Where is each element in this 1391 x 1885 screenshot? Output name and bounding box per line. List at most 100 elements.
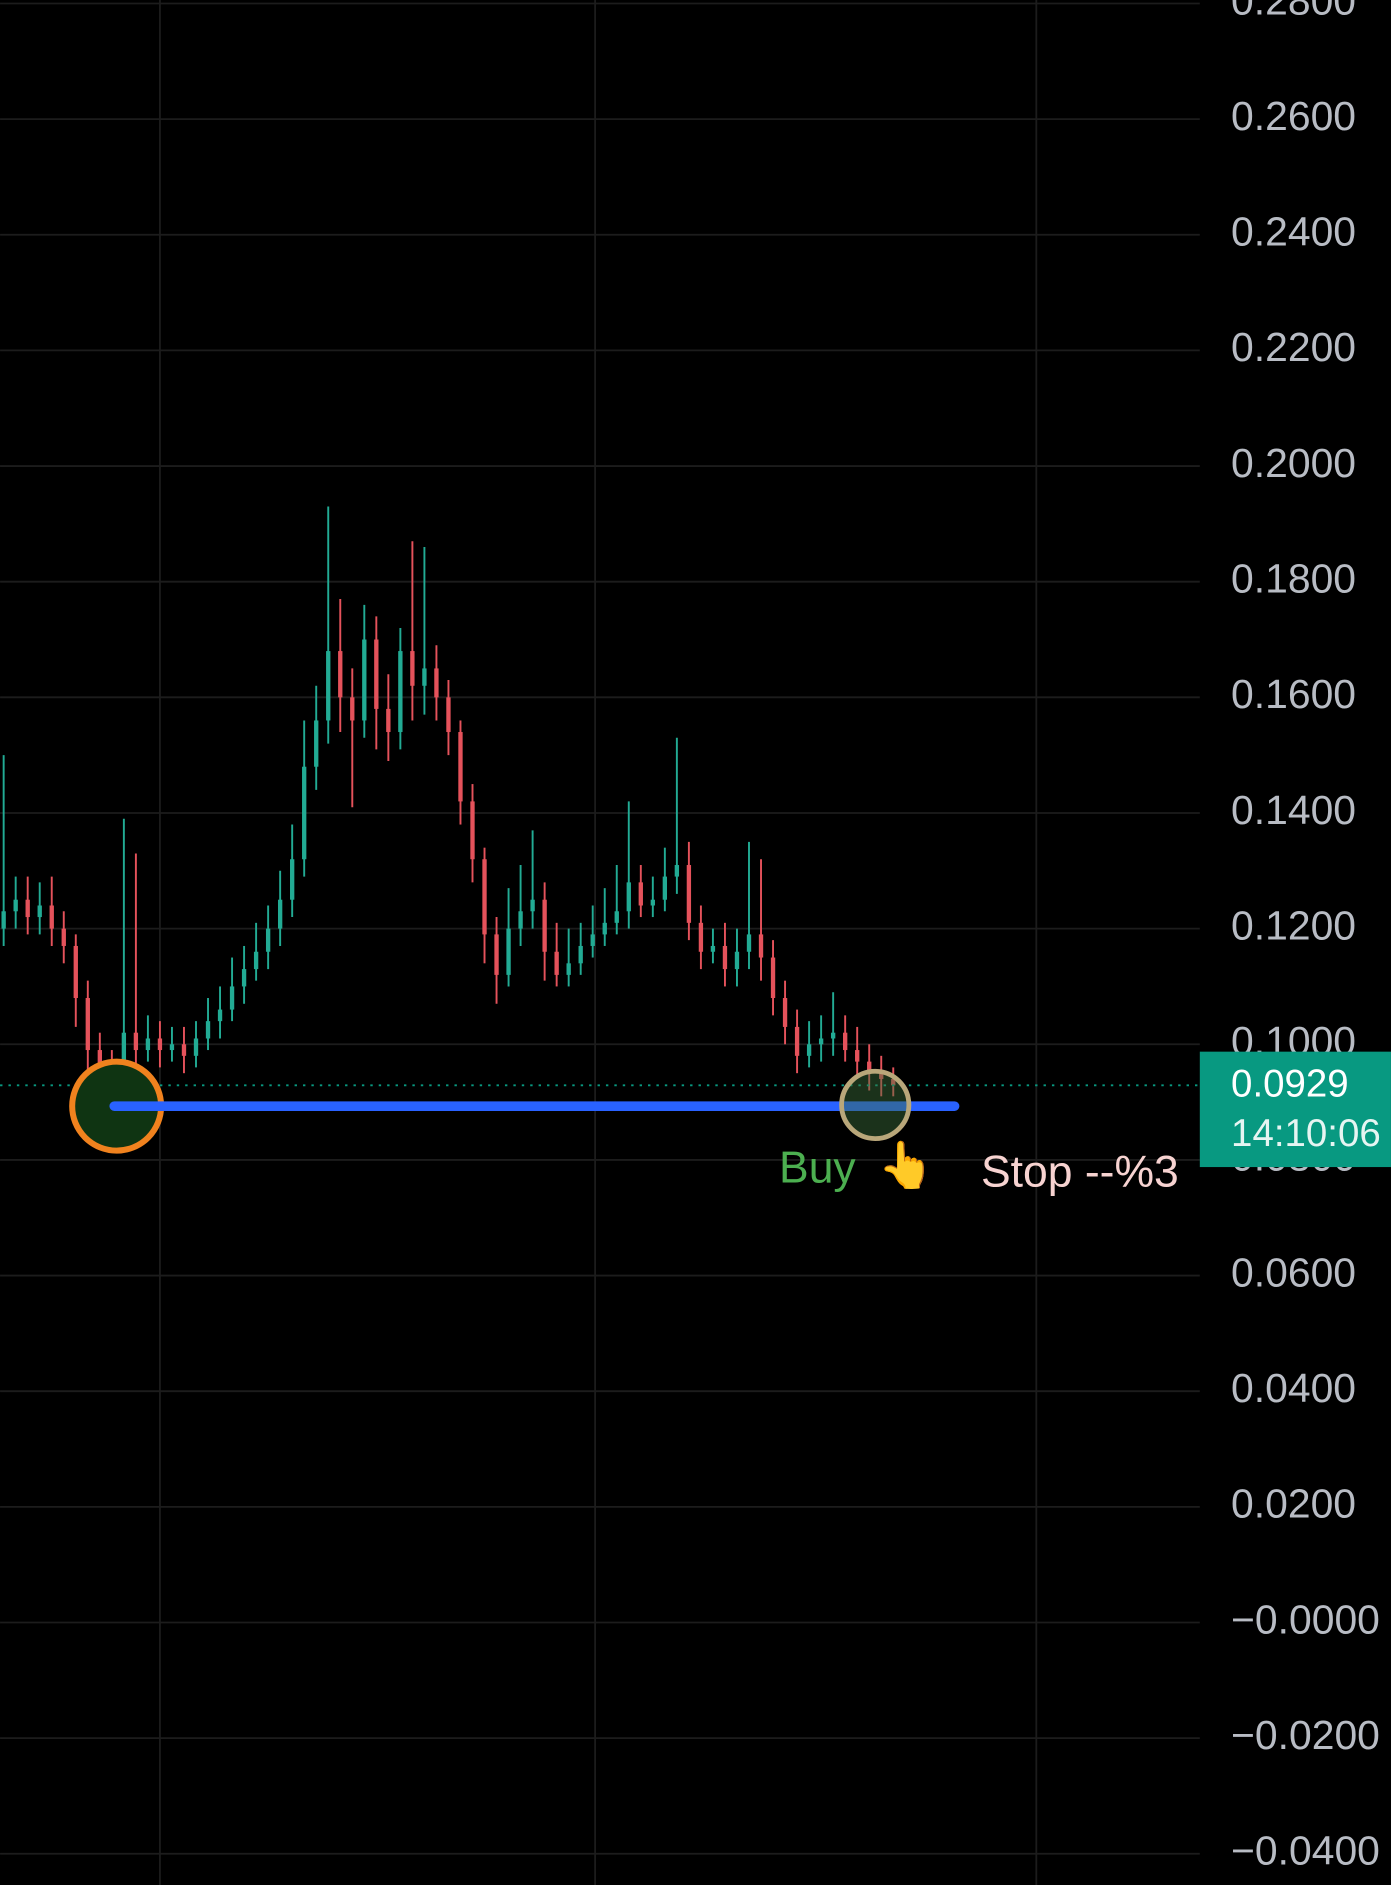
candle-body xyxy=(362,639,367,721)
y-tick-label: 0.1800 xyxy=(1231,555,1356,601)
candle-body xyxy=(121,1032,127,1079)
candle-body xyxy=(157,1038,163,1051)
candle-body xyxy=(770,957,776,999)
candle-body xyxy=(818,1038,824,1045)
y-tick-label: 0.1200 xyxy=(1231,902,1356,948)
candle-body xyxy=(133,1032,139,1051)
candle-body xyxy=(398,651,403,733)
candle-body xyxy=(265,928,271,952)
candle-body xyxy=(410,651,415,686)
candle-body xyxy=(566,963,571,975)
buy-label: Buy xyxy=(779,1144,856,1193)
candle-body xyxy=(374,639,379,709)
candle-body xyxy=(722,945,728,970)
y-tick-label: 0.2600 xyxy=(1231,93,1356,139)
candle-body xyxy=(37,905,42,918)
y-tick-label: 0.2200 xyxy=(1231,324,1356,370)
candle-body xyxy=(25,899,30,918)
candle-body xyxy=(794,1026,800,1056)
candle-body xyxy=(806,1044,812,1056)
candle-body xyxy=(422,668,427,686)
candle-body xyxy=(614,911,619,923)
y-tick-label: 0.2800 xyxy=(1231,0,1356,23)
price-tag-value: 0.0929 xyxy=(1231,1063,1349,1106)
candle-body xyxy=(782,998,788,1027)
candle-body xyxy=(638,882,643,906)
candle-body xyxy=(830,1032,836,1039)
candle-body xyxy=(181,1044,187,1056)
candle-body xyxy=(855,1050,860,1062)
candle-body xyxy=(290,859,295,900)
candle-body xyxy=(746,934,752,952)
candle-body xyxy=(61,928,66,946)
candle-body xyxy=(434,668,439,698)
candle-body xyxy=(734,951,740,970)
candle-body xyxy=(205,1021,211,1039)
candle-body xyxy=(446,697,451,733)
candle-body xyxy=(73,945,78,999)
y-tick-label: 0.0600 xyxy=(1231,1249,1356,1295)
candle-body xyxy=(879,1073,884,1079)
candle-body xyxy=(843,1032,848,1051)
candle-body xyxy=(494,934,499,975)
candle-body xyxy=(338,651,343,698)
candle-body xyxy=(253,951,259,970)
y-tick-label: 0.2000 xyxy=(1231,440,1356,486)
y-tick-label: −0.0200 xyxy=(1231,1712,1380,1758)
candle-body xyxy=(698,922,704,952)
buy-icon: 👆 xyxy=(878,1139,935,1191)
y-tick-label: 0.1400 xyxy=(1231,787,1356,833)
candle-body xyxy=(710,945,716,952)
candle-body xyxy=(386,708,391,733)
candle-body xyxy=(590,934,595,946)
candle-body xyxy=(229,986,235,1010)
stop-label: Stop --%3 xyxy=(981,1147,1179,1196)
vertical-grid xyxy=(159,0,1038,1885)
candle-body xyxy=(169,1044,175,1051)
y-tick-label: −0.0000 xyxy=(1231,1596,1380,1642)
candle-body xyxy=(758,934,764,958)
y-tick-label: −0.0400 xyxy=(1231,1828,1380,1874)
candle-body xyxy=(530,899,535,912)
candle-body xyxy=(578,945,583,964)
candle-body xyxy=(277,899,283,929)
y-tick-label: 0.1600 xyxy=(1231,671,1356,717)
candle-body xyxy=(542,899,547,952)
candle-body xyxy=(891,1078,896,1086)
y-tick-label: 0.0400 xyxy=(1231,1365,1356,1411)
candle-body xyxy=(326,651,331,721)
candle-body xyxy=(867,1061,872,1074)
candle-body xyxy=(458,732,463,802)
candle-body xyxy=(506,928,511,975)
candle-body xyxy=(49,905,54,929)
candle-body xyxy=(626,882,631,912)
candle-body xyxy=(314,720,319,767)
candle-body xyxy=(13,899,18,912)
candle-body xyxy=(350,697,355,721)
candle-body xyxy=(217,1009,223,1022)
candle-body xyxy=(674,865,680,877)
candle-body xyxy=(85,998,90,1051)
candle-body xyxy=(518,911,523,929)
candle-body xyxy=(650,899,655,906)
candle-body xyxy=(97,1050,102,1068)
marker-circle xyxy=(839,1068,912,1141)
y-tick-label: 0.2400 xyxy=(1231,209,1356,255)
candle-body xyxy=(470,801,475,860)
candle-body xyxy=(602,922,607,935)
candle-body xyxy=(686,865,692,923)
y-tick-label: 0.0200 xyxy=(1231,1481,1356,1527)
price-tag-countdown: 14:10:06 xyxy=(1231,1112,1381,1155)
candle-body xyxy=(662,876,668,900)
candle-body xyxy=(482,859,487,935)
candle-body xyxy=(241,969,247,987)
candle-body xyxy=(554,951,559,975)
candle-body xyxy=(193,1038,199,1056)
price-tag xyxy=(1199,1051,1391,1168)
candle-body xyxy=(145,1038,151,1051)
candle-body xyxy=(302,766,307,860)
candle-body xyxy=(1,911,6,929)
